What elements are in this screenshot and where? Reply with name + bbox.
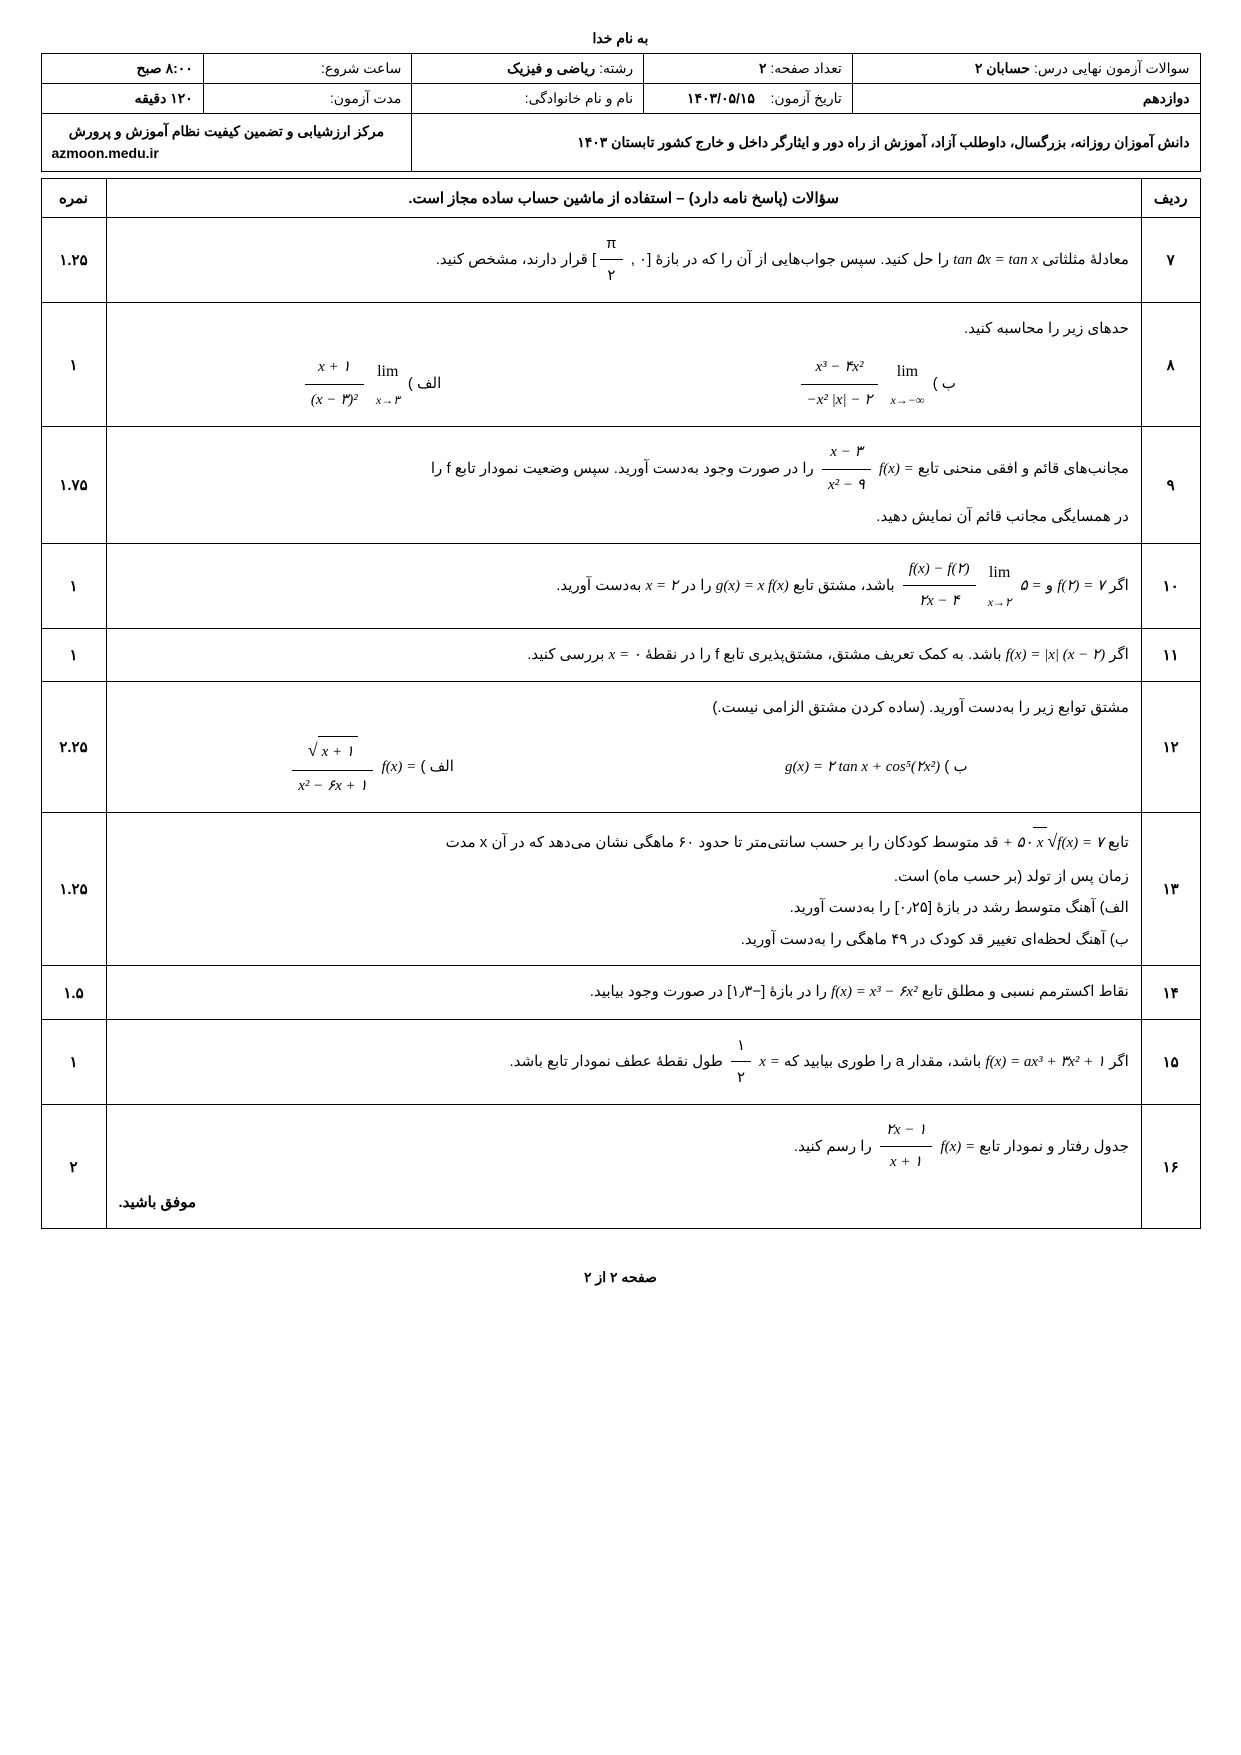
- q-num: ۹: [1141, 427, 1200, 544]
- agency-name: مرکز ارزشیابی و تضمین کیفیت نظام آموزش و…: [52, 120, 402, 142]
- q-score: ۱: [41, 628, 106, 682]
- major-value: ریاضی و فیزیک: [507, 60, 595, 76]
- duration-label: مدت آزمون:: [330, 90, 401, 106]
- q-num: ۱۳: [1141, 813, 1200, 966]
- agency-url: azmoon.medu.ir: [52, 142, 402, 164]
- question-row: ۷ معادلهٔ مثلثاتی tan ۵x = tan x را حل ک…: [41, 217, 1200, 302]
- q-score: ۱: [41, 1019, 106, 1104]
- q-num: ۱۰: [1141, 543, 1200, 628]
- good-luck: موفق باشید.: [119, 1187, 1129, 1219]
- col-header-num: ردیف: [1141, 178, 1200, 217]
- name-label: نام و نام خانوادگی:: [525, 90, 634, 106]
- start-label: ساعت شروع:: [321, 60, 401, 76]
- col-header-question: سؤالات (پاسخ نامه دارد) – استفاده از ماش…: [106, 178, 1141, 217]
- question-row: ۱۱ اگر f(x) = |x| (x − ۲) باشد. به کمک ت…: [41, 628, 1200, 682]
- q-score: ۲: [41, 1104, 106, 1229]
- q-text: مجانب‌های قائم و افقی منحنی تابع f(x) = …: [106, 427, 1141, 544]
- q-text: اگر f(x) = |x| (x − ۲) باشد. به کمک تعری…: [106, 628, 1141, 682]
- bismillah: به نام خدا: [41, 30, 1201, 47]
- q-num: ۱۵: [1141, 1019, 1200, 1104]
- q-num: ۱۶: [1141, 1104, 1200, 1229]
- pages-value: ۲: [759, 60, 767, 76]
- questions-table: ردیف سؤالات (پاسخ نامه دارد) – استفاده ا…: [41, 178, 1201, 1230]
- q-num: ۸: [1141, 302, 1200, 427]
- q-text: حدهای زیر را محاسبه کنید. ب ) limx→−∞ x³…: [106, 302, 1141, 427]
- subject-label: سوالات آزمون نهایی درس:: [1034, 60, 1190, 76]
- q-text: جدول رفتار و نمودار تابع f(x) = ۲x − ۱x …: [106, 1104, 1141, 1229]
- q-text: معادلهٔ مثلثاتی tan ۵x = tan x را حل کنی…: [106, 217, 1141, 302]
- q-score: ۱.۷۵: [41, 427, 106, 544]
- header-table: سوالات آزمون نهایی درس: حسابان ۲ تعداد ص…: [41, 53, 1201, 172]
- q-score: ۱: [41, 302, 106, 427]
- question-row: ۱۳ تابع f(x) = ۷√x + ۵۰ قد متوسط کودکان …: [41, 813, 1200, 966]
- duration-value: ۱۲۰ دقیقه: [135, 90, 193, 106]
- q-score: ۱.۲۵: [41, 813, 106, 966]
- q-text: نقاط اکسترمم نسبی و مطلق تابع f(x) = x³ …: [106, 966, 1141, 1020]
- date-label: تاریخ آزمون:: [771, 90, 842, 106]
- col-header-score: نمره: [41, 178, 106, 217]
- question-row: ۱۴ نقاط اکسترمم نسبی و مطلق تابع f(x) = …: [41, 966, 1200, 1020]
- q-num: ۱۱: [1141, 628, 1200, 682]
- question-row: ۱۰ اگر f(۲) = ۷ و ۵ = limx→۲ f(x) − f(۲)…: [41, 543, 1200, 628]
- q-text: مشتق توابع زیر را به‌دست آورید. (ساده کر…: [106, 682, 1141, 813]
- q-score: ۲.۲۵: [41, 682, 106, 813]
- page-footer: صفحه ۲ از ۲: [41, 1269, 1201, 1286]
- q-num: ۷: [1141, 217, 1200, 302]
- question-row: ۱۶ جدول رفتار و نمودار تابع f(x) = ۲x − …: [41, 1104, 1200, 1229]
- start-value: ۸:۰۰ صبح: [137, 60, 193, 76]
- question-row: ۱۵ اگر f(x) = ax³ + ۳x² + ۱ باشد، مقدار …: [41, 1019, 1200, 1104]
- pages-label: تعداد صفحه:: [770, 60, 841, 76]
- question-row: ۸ حدهای زیر را محاسبه کنید. ب ) limx→−∞ …: [41, 302, 1200, 427]
- question-row: ۱۲ مشتق توابع زیر را به‌دست آورید. (ساده…: [41, 682, 1200, 813]
- students-info: دانش آموزان روزانه، بزرگسال، داوطلب آزاد…: [577, 134, 1189, 150]
- q-text: اگر f(۲) = ۷ و ۵ = limx→۲ f(x) − f(۲)۲x …: [106, 543, 1141, 628]
- q-text: اگر f(x) = ax³ + ۳x² + ۱ باشد، مقدار a ر…: [106, 1019, 1141, 1104]
- major-label: رشته:: [599, 60, 633, 76]
- date-value: ۱۴۰۳/۰۵/۱۵: [687, 90, 755, 106]
- q-score: ۱: [41, 543, 106, 628]
- q-text: تابع f(x) = ۷√x + ۵۰ قد متوسط کودکان را …: [106, 813, 1141, 966]
- q-num: ۱۲: [1141, 682, 1200, 813]
- question-row: ۹ مجانب‌های قائم و افقی منحنی تابع f(x) …: [41, 427, 1200, 544]
- subject-value: حسابان ۲: [975, 60, 1030, 76]
- grade-value: دوازدهم: [1143, 90, 1190, 106]
- q-score: ۱.۲۵: [41, 217, 106, 302]
- q-num: ۱۴: [1141, 966, 1200, 1020]
- q-score: ۱.۵: [41, 966, 106, 1020]
